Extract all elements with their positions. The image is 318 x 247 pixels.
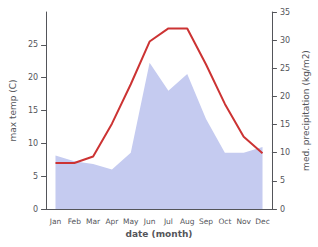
svg-text:5: 5 bbox=[33, 172, 38, 181]
svg-text:30: 30 bbox=[280, 36, 290, 45]
svg-text:Jan: Jan bbox=[49, 217, 62, 226]
svg-text:Apr: Apr bbox=[105, 217, 119, 226]
svg-text:0: 0 bbox=[33, 205, 38, 214]
svg-text:max temp (C): max temp (C) bbox=[8, 79, 18, 141]
svg-text:35: 35 bbox=[280, 8, 290, 17]
svg-text:Oct: Oct bbox=[218, 217, 231, 226]
svg-text:20: 20 bbox=[28, 73, 38, 82]
svg-text:15: 15 bbox=[280, 120, 290, 129]
svg-text:Jul: Jul bbox=[163, 217, 173, 226]
svg-text:Mar: Mar bbox=[86, 217, 101, 226]
svg-text:10: 10 bbox=[280, 148, 290, 157]
svg-text:Nov: Nov bbox=[236, 217, 251, 226]
svg-text:Dec: Dec bbox=[255, 217, 270, 226]
svg-text:20: 20 bbox=[280, 92, 290, 101]
svg-text:10: 10 bbox=[28, 139, 38, 148]
svg-text:Aug: Aug bbox=[180, 217, 195, 226]
svg-text:5: 5 bbox=[280, 176, 285, 185]
svg-text:Feb: Feb bbox=[68, 217, 82, 226]
svg-text:15: 15 bbox=[28, 106, 38, 115]
svg-text:25: 25 bbox=[28, 40, 38, 49]
svg-text:25: 25 bbox=[280, 64, 290, 73]
svg-text:Sep: Sep bbox=[199, 217, 213, 226]
svg-text:med. precipitation (kg/m2): med. precipitation (kg/m2) bbox=[301, 50, 311, 171]
svg-text:Jun: Jun bbox=[143, 217, 156, 226]
svg-text:date (month): date (month) bbox=[126, 229, 193, 239]
svg-text:0: 0 bbox=[280, 205, 285, 214]
svg-text:May: May bbox=[123, 217, 139, 226]
